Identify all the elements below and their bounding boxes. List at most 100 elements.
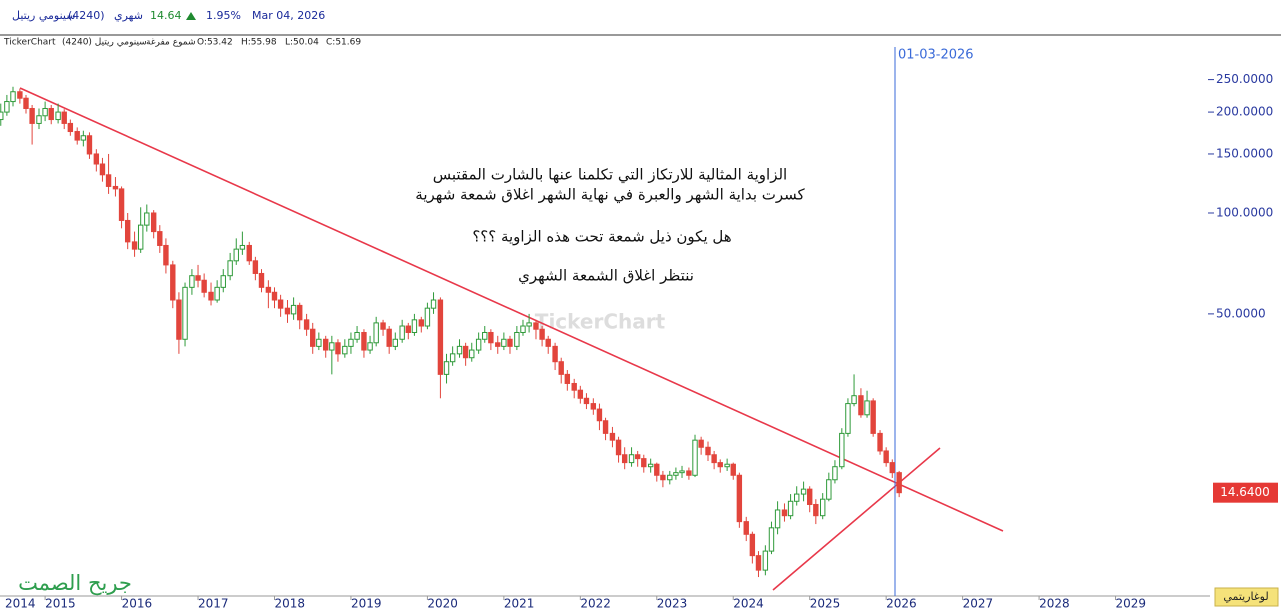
candle-body <box>335 342 341 355</box>
candle-body <box>621 454 628 464</box>
candle-body <box>4 101 10 113</box>
candle-body <box>361 331 367 351</box>
candle-body <box>310 328 316 347</box>
candle-body <box>10 91 16 103</box>
y-tick-label: 50.0000 <box>1216 306 1266 320</box>
candle-body <box>157 231 163 246</box>
candle-body <box>673 472 679 476</box>
candle-body <box>583 397 590 405</box>
candle-body <box>647 463 654 468</box>
candle-body <box>17 91 23 99</box>
candle-body <box>424 307 431 327</box>
x-tick-label: 2026 <box>886 597 917 611</box>
candle-body <box>596 408 603 422</box>
y-tick-label: 200.0000 <box>1216 105 1273 119</box>
x-tick-label: 2020 <box>427 597 458 611</box>
candle-body <box>564 373 571 384</box>
candle-body <box>845 403 851 434</box>
candle-body <box>774 509 781 529</box>
candle-body <box>316 338 322 347</box>
up-arrow <box>186 12 196 20</box>
scale-button[interactable] <box>1214 587 1279 607</box>
candle-body <box>80 135 87 141</box>
x-tick-label: 2021 <box>504 597 535 611</box>
candle-body <box>124 219 131 243</box>
candle-body <box>870 400 876 434</box>
price: 14.64 <box>150 9 182 22</box>
candle-body <box>558 361 564 375</box>
candle-body <box>686 470 692 476</box>
x-tick-label: 2023 <box>657 597 688 611</box>
candle-body <box>405 325 411 333</box>
candle-body <box>449 353 456 363</box>
candle-body <box>896 472 902 494</box>
candle-body <box>851 395 857 405</box>
candle-body <box>42 107 48 117</box>
x-tick-label: 2028 <box>1039 597 1070 611</box>
candle-body <box>475 338 482 351</box>
candle-body <box>724 463 730 468</box>
candle-body <box>552 345 558 363</box>
candle-body <box>23 97 29 109</box>
marker-date: 01-03-2026 <box>898 48 974 63</box>
candle-body <box>807 488 813 505</box>
candle-body <box>386 328 392 347</box>
candle-body <box>61 111 67 124</box>
x-tick-label: 2019 <box>351 597 382 611</box>
candle-body <box>367 342 373 351</box>
candle-body <box>813 503 819 517</box>
candle-body <box>86 135 93 155</box>
scale-button-label[interactable]: لوغاريتمي <box>1223 590 1268 603</box>
candle-body <box>220 275 226 288</box>
x-tick-label: 2018 <box>274 597 305 611</box>
candle-body <box>290 304 297 315</box>
last-price-box <box>1213 482 1278 503</box>
watermark: TickerChart <box>535 310 666 334</box>
candle-body <box>456 345 463 355</box>
candle-body <box>182 286 188 340</box>
candle-body <box>602 420 609 434</box>
candle-body <box>105 174 112 187</box>
candle-body <box>762 550 769 571</box>
annotation: هل يكون ذيل شمعة تحت هذه الزاوية ؟؟؟ <box>472 228 731 246</box>
candle-body <box>520 325 526 333</box>
candle-body <box>29 107 35 124</box>
candle-body <box>118 188 125 221</box>
candle-body <box>93 153 100 165</box>
candle-body <box>36 115 42 124</box>
period: شهري <box>114 9 143 22</box>
candle-body <box>176 299 182 340</box>
candle-body <box>227 260 233 277</box>
candle-body <box>755 555 762 571</box>
candle-body <box>411 319 418 333</box>
candle-body <box>571 382 577 391</box>
candle-body <box>717 462 723 468</box>
candle-body <box>864 400 870 416</box>
x-tick-label: 2022 <box>580 597 611 611</box>
candle-body <box>800 488 807 495</box>
candle-body <box>507 338 513 347</box>
candle-body <box>545 338 551 347</box>
candle-body <box>399 325 405 340</box>
candle-body <box>208 291 214 301</box>
x-tick-label: 2014 <box>5 597 36 611</box>
annotation: الزاوية المثالية للارتكاز التي تكلمنا عن… <box>433 166 787 185</box>
candle-body <box>144 212 150 226</box>
candle-body <box>303 319 310 330</box>
candle-body <box>482 331 488 340</box>
annotation: ننتظر اغلاق الشمعة الشهري <box>518 267 694 286</box>
candle-body <box>832 466 838 481</box>
candle-body <box>660 474 666 481</box>
candle-body <box>99 163 106 176</box>
x-tick-label: 2016 <box>122 597 153 611</box>
candle-body <box>667 474 673 481</box>
candle-body <box>443 361 450 375</box>
x-tick-label: 2025 <box>810 597 841 611</box>
candle-body <box>131 241 138 250</box>
candle-body <box>233 248 239 262</box>
candle-body <box>195 275 201 281</box>
candle-body <box>839 432 845 468</box>
x-tick-label: 2029 <box>1116 597 1147 611</box>
candle-body <box>277 299 284 309</box>
candle-body <box>749 533 756 557</box>
